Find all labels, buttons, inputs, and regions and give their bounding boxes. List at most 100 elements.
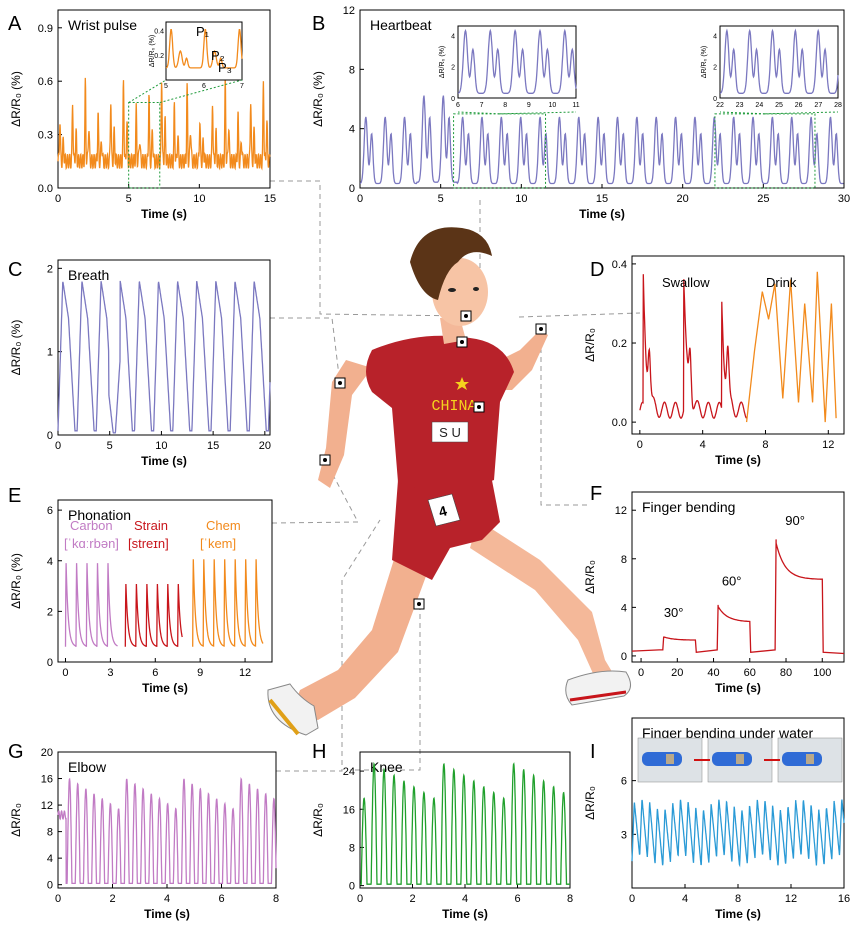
y-tick-label: 4 [47, 853, 53, 865]
glove-finger [642, 752, 682, 766]
back-shoe [267, 683, 319, 736]
x-tick-label: 12 [785, 893, 797, 905]
y-tick-label: 0.0 [38, 183, 53, 195]
y-tick-label: 2 [47, 606, 53, 618]
panel-label-A: A [8, 13, 22, 35]
zoom-connector [764, 111, 839, 115]
sensor-patch [806, 754, 814, 764]
zoom-connector [719, 111, 765, 115]
y-tick-label: 16 [343, 804, 355, 816]
jersey-country: CHINA [431, 398, 476, 415]
series-line-F [631, 539, 845, 655]
y-tick-label: 16 [41, 774, 53, 786]
inset-y-tick: 0 [451, 96, 455, 103]
inset-x-tick: 11 [572, 102, 579, 109]
x-tick-label: 15 [207, 440, 219, 452]
inset-y-tick: 0 [713, 96, 717, 103]
y-tick-label: 0 [349, 881, 355, 893]
sensor-dot [460, 340, 464, 344]
series-phonetic: [ˈkɑːrbən] [64, 536, 119, 551]
y-tick-label: 0 [621, 651, 627, 663]
y-axis-label: ΔR/R₀ [583, 560, 597, 594]
x-tick-label: 12 [239, 667, 251, 679]
x-tick-label: 20 [671, 667, 683, 679]
x-axis-label: Time (s) [141, 207, 187, 221]
y-tick-label: 4 [349, 124, 355, 136]
x-tick-label: 5 [107, 440, 113, 452]
zoom-box-A [128, 102, 161, 189]
y-tick-label: 4 [47, 556, 53, 568]
x-tick-label: 2 [409, 893, 415, 905]
x-tick-label: 40 [707, 667, 719, 679]
runner-jersey [366, 335, 514, 491]
panel-label-C: C [8, 259, 22, 281]
x-tick-label: 60 [744, 667, 756, 679]
x-tick-label: 80 [780, 667, 792, 679]
series-name: Chem [206, 518, 241, 533]
angle-annotation: 30° [664, 605, 684, 620]
inset-x-tick: 23 [736, 102, 744, 109]
y-axis-label: ΔR/R₀ [311, 803, 325, 837]
series-line-B [359, 95, 844, 185]
y-tick-label: 0.0 [612, 417, 627, 429]
sensor-dot [539, 327, 543, 331]
series-phonetic: [ˈkem] [200, 536, 236, 551]
name-tag [431, 421, 469, 443]
sensor-dot [417, 602, 421, 606]
inset-frame-B [719, 25, 839, 99]
y-tick-label: 6 [47, 505, 53, 517]
x-tick-label: 0 [357, 193, 363, 205]
sensor-dot [338, 381, 342, 385]
inset-y-label: ΔR/R₀ (%) [149, 35, 156, 67]
series-line-I [631, 799, 845, 868]
x-tick-label: 30 [838, 193, 850, 205]
inset-line-B [719, 28, 839, 94]
inset-x-tick: 10 [549, 102, 557, 109]
series-name: Strain [134, 518, 168, 533]
y-tick-label: 0 [47, 880, 53, 892]
panel-label-E: E [8, 485, 21, 507]
shoe-stripe [268, 698, 300, 736]
x-tick-label: 4 [682, 893, 688, 905]
x-axis-label: Time (s) [715, 907, 761, 921]
x-tick-label: 20 [259, 440, 271, 452]
y-tick-label: 0.6 [38, 76, 53, 88]
y-tick-label: 2 [47, 263, 53, 275]
zoom-box-B [714, 113, 816, 189]
x-tick-label: 5 [126, 193, 132, 205]
panel-label-I: I [590, 741, 596, 763]
panel-label-B: B [312, 13, 325, 35]
bib-number: 4 [437, 502, 449, 520]
inset-y-label: ΔR/R₀ (%) [439, 46, 446, 78]
chart-title-B: Heartbeat [370, 17, 432, 33]
chart-title-H: Knee [370, 759, 403, 775]
y-tick-label: 12 [41, 800, 53, 812]
x-tick-label: 8 [567, 893, 573, 905]
x-axis-label: Time (s) [715, 453, 761, 467]
y-tick-label: 6 [621, 776, 627, 788]
x-axis-label: Time (s) [144, 907, 190, 921]
zoom-connector [499, 111, 577, 115]
panel-label-D: D [590, 259, 604, 281]
glove-finger [782, 752, 822, 766]
inset-x-tick: 8 [503, 102, 507, 109]
x-tick-label: 4 [700, 439, 706, 451]
runner-eye-right [473, 287, 479, 291]
chart-title-G: Elbow [68, 759, 107, 775]
series-phonetic: [streɪn] [128, 536, 169, 551]
inset-x-tick: 7 [480, 102, 484, 109]
runner-eye-left [448, 288, 456, 292]
y-tick-label: 1 [47, 347, 53, 359]
x-tick-label: 4 [462, 893, 468, 905]
peak-label: P₁ [196, 24, 210, 39]
x-tick-label: 8 [762, 439, 768, 451]
series-line-H [360, 761, 570, 885]
flag-star-icon [455, 377, 469, 390]
runner-illustration: S U CHINA 4 [267, 227, 631, 736]
y-tick-label: 0.9 [38, 23, 53, 35]
x-tick-label: 0 [629, 893, 635, 905]
inset-y-tick: 4 [451, 33, 455, 40]
chart-title-A: Wrist pulse [68, 17, 137, 33]
x-tick-label: 0 [637, 439, 643, 451]
